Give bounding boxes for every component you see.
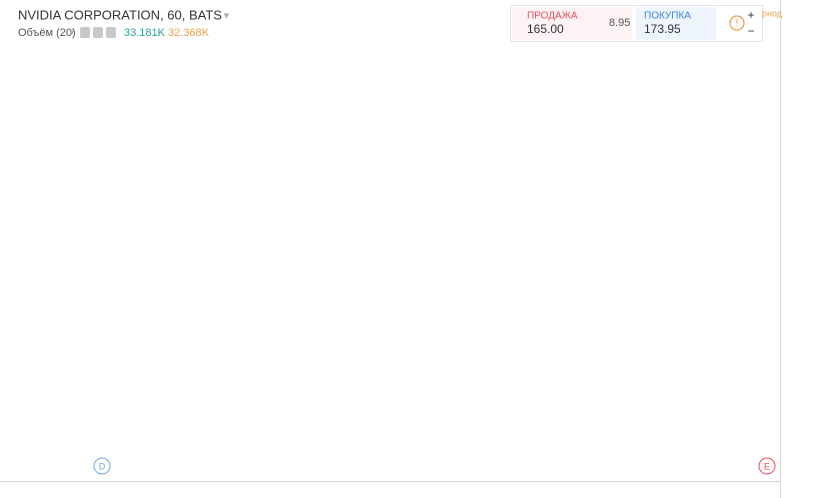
sell-price: 165.00: [527, 22, 564, 36]
symbol-title[interactable]: NVIDIA CORPORATION, 60, BATS: [18, 7, 222, 22]
info-glyph: !: [736, 18, 739, 29]
study-buttons: [80, 27, 116, 38]
close-button[interactable]: [106, 27, 116, 38]
earnings-marker[interactable]: [758, 457, 776, 475]
info-icon[interactable]: [729, 15, 745, 31]
buy-label: ПОКУПКА: [644, 11, 691, 22]
eye-button[interactable]: [80, 27, 90, 38]
spread: 8.95: [609, 17, 630, 29]
plus-button[interactable]: +: [747, 8, 754, 22]
volume-title[interactable]: Объём (20): [18, 27, 76, 39]
dividend-marker[interactable]: [93, 457, 111, 475]
trade-widget: ПРОДАЖА 165.00 8.95 ПОКУПКА 173.95 ! + −: [510, 5, 763, 42]
sell-button[interactable]: [512, 7, 632, 40]
volume-ma-value: 32.368K: [168, 27, 210, 39]
settings-button[interactable]: [93, 27, 103, 38]
earnings-label: E: [764, 461, 770, 471]
dropdown-arrow[interactable]: ▼: [222, 10, 231, 20]
dividend-label: D: [99, 461, 106, 471]
volume-value: 33.181K: [124, 27, 166, 39]
buy-button[interactable]: [636, 7, 716, 40]
dropdown-arrow[interactable]: ▼: [68, 28, 76, 37]
corner-text: рнод: [762, 8, 783, 18]
sell-label: ПРОДАЖА: [527, 11, 578, 22]
buy-price: 173.95: [644, 22, 681, 36]
minus-button[interactable]: −: [747, 24, 754, 38]
